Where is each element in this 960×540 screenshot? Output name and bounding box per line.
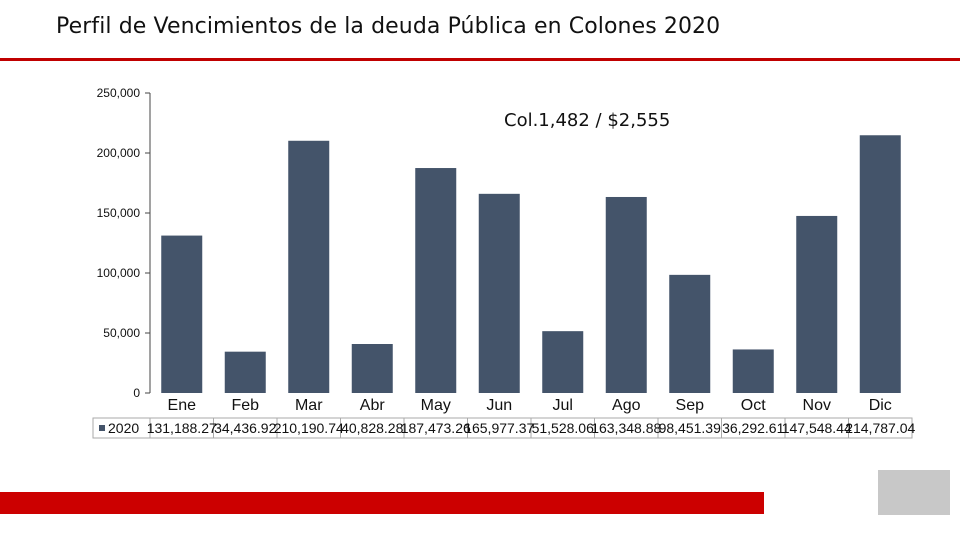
y-tick-label: 200,000: [97, 146, 141, 160]
bar-mar: [288, 140, 330, 393]
bar-jun: [478, 193, 520, 393]
x-tick-label: Ene: [168, 397, 197, 414]
x-tick-label: Jul: [553, 397, 573, 414]
bottom-red-bar: [0, 492, 764, 514]
data-table-value: 187,473.26: [401, 420, 471, 436]
data-table-value: 98,451.39: [659, 420, 721, 436]
data-table-value: 36,292.61: [722, 420, 784, 436]
x-tick-label: May: [421, 397, 451, 414]
data-table-value: 51,528.06: [532, 420, 594, 436]
bar-sep: [669, 274, 711, 393]
data-table-value: 131,188.27: [147, 420, 217, 436]
y-tick-label: 0: [133, 386, 140, 400]
y-axis: 0 50,000 100,000 150,000 200,000 250,000: [97, 86, 151, 400]
bar-dic: [859, 135, 901, 393]
data-table-value: 165,977.37: [464, 420, 534, 436]
data-table-value: 40,828.28: [341, 420, 403, 436]
x-tick-label: Oct: [741, 397, 766, 414]
y-tick-label: 250,000: [97, 86, 141, 100]
x-tick-label: Abr: [360, 397, 386, 414]
bar-feb: [224, 351, 266, 393]
page-title: Perfil de Vencimientos de la deuda Públi…: [56, 14, 721, 39]
bar-may: [415, 168, 457, 393]
x-tick-label: Nov: [803, 397, 831, 414]
data-table: 2020 131,188.2734,436.92210,190.7440,828.…: [92, 417, 915, 439]
bar-oct: [732, 349, 774, 393]
chart-annotation: Col.1,482 / $2,555: [504, 110, 670, 131]
data-table-value: 163,348.88: [591, 420, 661, 436]
corner-gray-box: [878, 470, 950, 515]
x-tick-label: Jun: [486, 397, 512, 414]
x-tick-label: Sep: [676, 397, 705, 414]
data-table-value: 147,548.44: [782, 420, 852, 436]
y-tick-label: 100,000: [97, 266, 141, 280]
x-axis-labels: Ene Feb Mar Abr May Jun Jul Ago Sep Oct Nov Dic: [168, 397, 892, 414]
legend-swatch: [99, 425, 105, 431]
x-tick-label: Feb: [231, 397, 259, 414]
bars-group: [161, 135, 901, 393]
bar-ago: [605, 196, 647, 393]
bar-jul: [542, 331, 584, 393]
y-tick-label: 50,000: [103, 326, 140, 340]
bar-nov: [796, 215, 838, 393]
x-tick-label: Dic: [869, 397, 892, 414]
x-tick-label: Ago: [612, 397, 641, 414]
y-tick-label: 150,000: [97, 206, 141, 220]
data-table-value: 34,436.92: [214, 420, 276, 436]
maturity-bar-chart: 0 50,000 100,000 150,000 200,000 250,000 Ene F…: [92, 86, 915, 439]
data-table-value: 210,190.74: [274, 420, 344, 436]
bar-abr: [351, 344, 393, 393]
x-tick-label: Mar: [295, 397, 323, 414]
data-table-value: 214,787.04: [845, 420, 915, 436]
title-divider: [0, 58, 960, 61]
legend-series-name: 2020: [108, 420, 139, 436]
bar-ene: [161, 235, 203, 393]
